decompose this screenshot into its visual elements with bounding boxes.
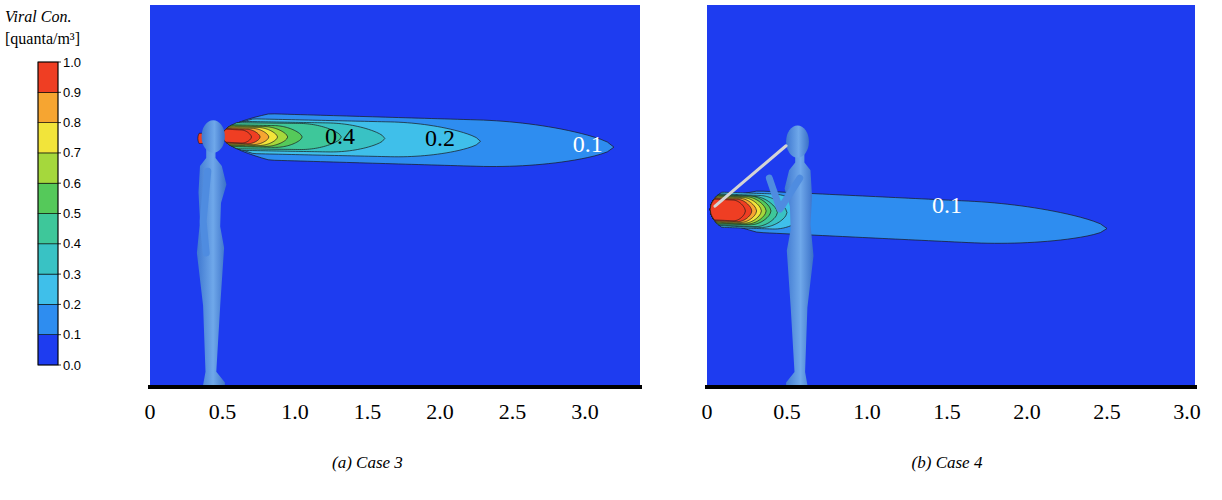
contour-band — [710, 198, 756, 223]
colorbar-band — [38, 274, 58, 304]
person-arm — [769, 178, 800, 209]
person-head — [202, 120, 225, 153]
colorbar-tick-label: 0.2 — [63, 297, 81, 312]
contour-band — [710, 198, 752, 221]
plot-background — [707, 5, 1195, 385]
contour-band — [222, 121, 384, 152]
x-tick-label: 1.0 — [853, 399, 881, 424]
colorbar-tick-label: 0.8 — [63, 115, 81, 130]
person-body — [785, 152, 814, 385]
colorbar-frame — [38, 62, 58, 365]
colorbar-unit: [quanta/m³] — [5, 30, 80, 48]
x-tick-label: 0 — [145, 399, 156, 424]
colorbar-band — [38, 214, 58, 244]
person-head — [786, 126, 809, 158]
colorbar-band — [38, 183, 58, 213]
colorbar-band — [38, 304, 58, 334]
colorbar-band — [38, 92, 58, 122]
contour-band — [710, 195, 777, 227]
colorbar-band — [38, 335, 58, 365]
colorbar-tick-label: 0.7 — [63, 145, 81, 160]
contour-band — [222, 129, 251, 143]
colorbar-tick — [58, 122, 61, 123]
colorbar-tick — [58, 304, 61, 305]
plot-area — [150, 5, 640, 385]
contour-label: 0.2 — [425, 125, 455, 151]
person-arm — [203, 171, 208, 253]
contour-band — [222, 123, 341, 150]
instrument — [715, 146, 786, 206]
colorbar-tick — [58, 62, 61, 63]
plot-background — [150, 5, 640, 385]
colorbar-tick — [58, 243, 61, 244]
colorbar-band — [38, 153, 58, 183]
contour-band — [710, 196, 766, 224]
contour-band — [222, 114, 613, 167]
x-tick-label: 3.0 — [571, 399, 599, 424]
x-axis-line — [705, 385, 1197, 389]
colorbar-tick — [58, 213, 61, 214]
contour-label: 0.1 — [573, 131, 603, 157]
colorbar-tick-label: 1.0 — [63, 55, 81, 70]
colorbar-tick — [58, 183, 61, 184]
x-tick-label: 3.0 — [1173, 399, 1201, 424]
contour-band — [710, 195, 771, 225]
colorbar-band — [38, 62, 58, 92]
colorbar-tick — [58, 152, 61, 153]
colorbar-tick-label: 0.5 — [63, 206, 81, 221]
contour-band — [222, 128, 260, 143]
colorbar-tick — [58, 365, 61, 366]
x-tick-label: 0.5 — [773, 399, 801, 424]
contour-label: 0.4 — [325, 123, 355, 149]
contour-band — [222, 128, 268, 145]
panel-subtitle: (b) Case 4 — [912, 453, 983, 472]
contour-band — [710, 199, 745, 221]
colorbar-tick-label: 0.0 — [63, 358, 81, 373]
contour-band — [710, 197, 761, 223]
x-tick-label: 1.0 — [281, 399, 309, 424]
contour-band — [710, 191, 1107, 243]
colorbar-tick-label: 0.4 — [63, 236, 81, 251]
colorbar-tick — [58, 274, 61, 275]
colorbar-tick — [58, 334, 61, 335]
contour-label: 0.1 — [932, 192, 962, 218]
x-tick-label: 2.0 — [426, 399, 454, 424]
x-tick-label: 2.5 — [1093, 399, 1121, 424]
figure: 0 0.5 1.0 1.5 2.0 2.5 3.0 (a) Case 3 0.4 0.2 0.1 Vi… — [0, 0, 1222, 500]
colorbar-band — [38, 123, 58, 153]
x-axis-line — [148, 385, 642, 389]
panel-subtitle: (a) Case 3 — [332, 453, 403, 472]
x-tick-label: 2.0 — [1013, 399, 1041, 424]
colorbar-tick-label: 0.6 — [63, 176, 81, 191]
x-tick-label: 0.5 — [209, 399, 237, 424]
contour-band — [222, 125, 302, 148]
x-tick-label: 1.5 — [354, 399, 382, 424]
x-tick-label: 1.5 — [933, 399, 961, 424]
contour-band — [222, 119, 480, 157]
x-tick-label: 0 — [702, 399, 713, 424]
colorbar-band — [38, 244, 58, 274]
colorbar-tick-label: 0.9 — [63, 85, 81, 100]
plot-area — [707, 5, 1195, 385]
colorbar-title: Viral Con. — [5, 8, 71, 25]
contour-band — [222, 127, 277, 146]
person-body — [197, 147, 227, 385]
colorbar-tick — [58, 92, 61, 93]
x-tick-label: 2.5 — [499, 399, 527, 424]
contour-band — [222, 126, 287, 146]
colorbar-tick-label: 0.3 — [63, 267, 81, 282]
colorbar-tick-label: 0.1 — [63, 327, 81, 342]
